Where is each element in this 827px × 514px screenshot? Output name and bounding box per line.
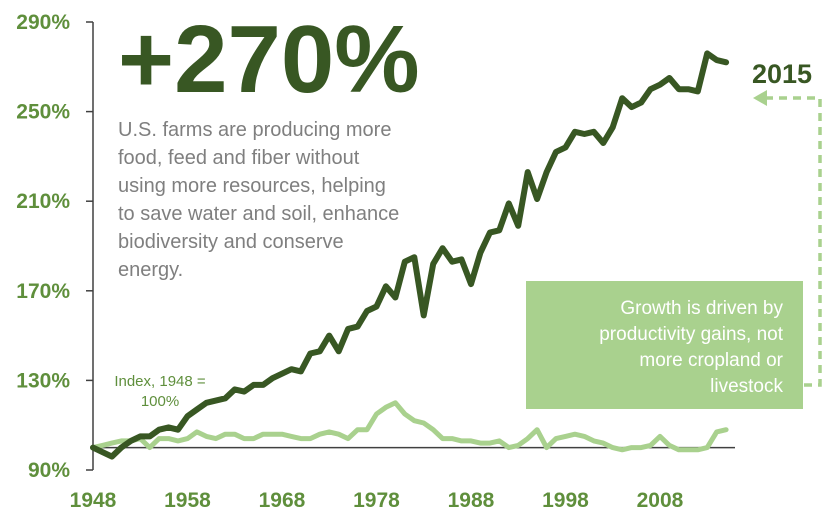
x-tick-label: 1978 bbox=[353, 489, 400, 512]
x-tick-label: 1988 bbox=[448, 489, 495, 512]
description-line-6: energy. bbox=[118, 259, 183, 281]
baseline-note-line-1: Index, 1948 = bbox=[114, 373, 206, 390]
plot-area bbox=[90, 50, 730, 460]
series-line-input-index bbox=[90, 400, 729, 453]
series-line-output-index bbox=[90, 50, 730, 460]
callout-connector bbox=[764, 96, 822, 387]
baseline-note-line-2: 100% bbox=[141, 393, 179, 410]
callout-line-3: more cropland or bbox=[639, 350, 783, 371]
description-line-4: to save water and soil, enhance bbox=[118, 203, 399, 225]
description-line-2: food, feed and fiber without bbox=[118, 147, 360, 169]
callout-box bbox=[526, 281, 803, 409]
end-label-2015: 2015 bbox=[752, 59, 812, 89]
callout-line-1: Growth is driven by bbox=[620, 298, 783, 319]
y-tick-label: 210% bbox=[16, 190, 70, 213]
x-tick-label: 2008 bbox=[637, 489, 684, 512]
y-tick-label: 90% bbox=[28, 459, 70, 482]
axes: 90% 130% 170% 210% 250% 290% 1948 1958 1968 1978 1… bbox=[16, 11, 735, 512]
description-line-3: using more resources, helping bbox=[118, 175, 386, 197]
x-tick-label: 1968 bbox=[259, 489, 306, 512]
y-tick-label: 130% bbox=[16, 369, 70, 392]
x-tick-label: 1958 bbox=[164, 489, 211, 512]
y-tick-label: 290% bbox=[16, 11, 70, 34]
callout-line-2: productivity gains, not bbox=[599, 324, 783, 345]
connector-arrowhead bbox=[753, 90, 767, 106]
y-tick-label: 170% bbox=[16, 280, 70, 303]
headline: +270% bbox=[118, 6, 420, 113]
x-tick-label: 1998 bbox=[542, 489, 589, 512]
description-line-1: U.S. farms are producing more bbox=[118, 119, 391, 141]
x-tick-label: 1948 bbox=[70, 489, 117, 512]
description-line-5: biodiversity and conserve bbox=[118, 231, 344, 253]
callout-line-4: livestock bbox=[710, 376, 783, 397]
y-tick-label: 250% bbox=[16, 101, 70, 124]
